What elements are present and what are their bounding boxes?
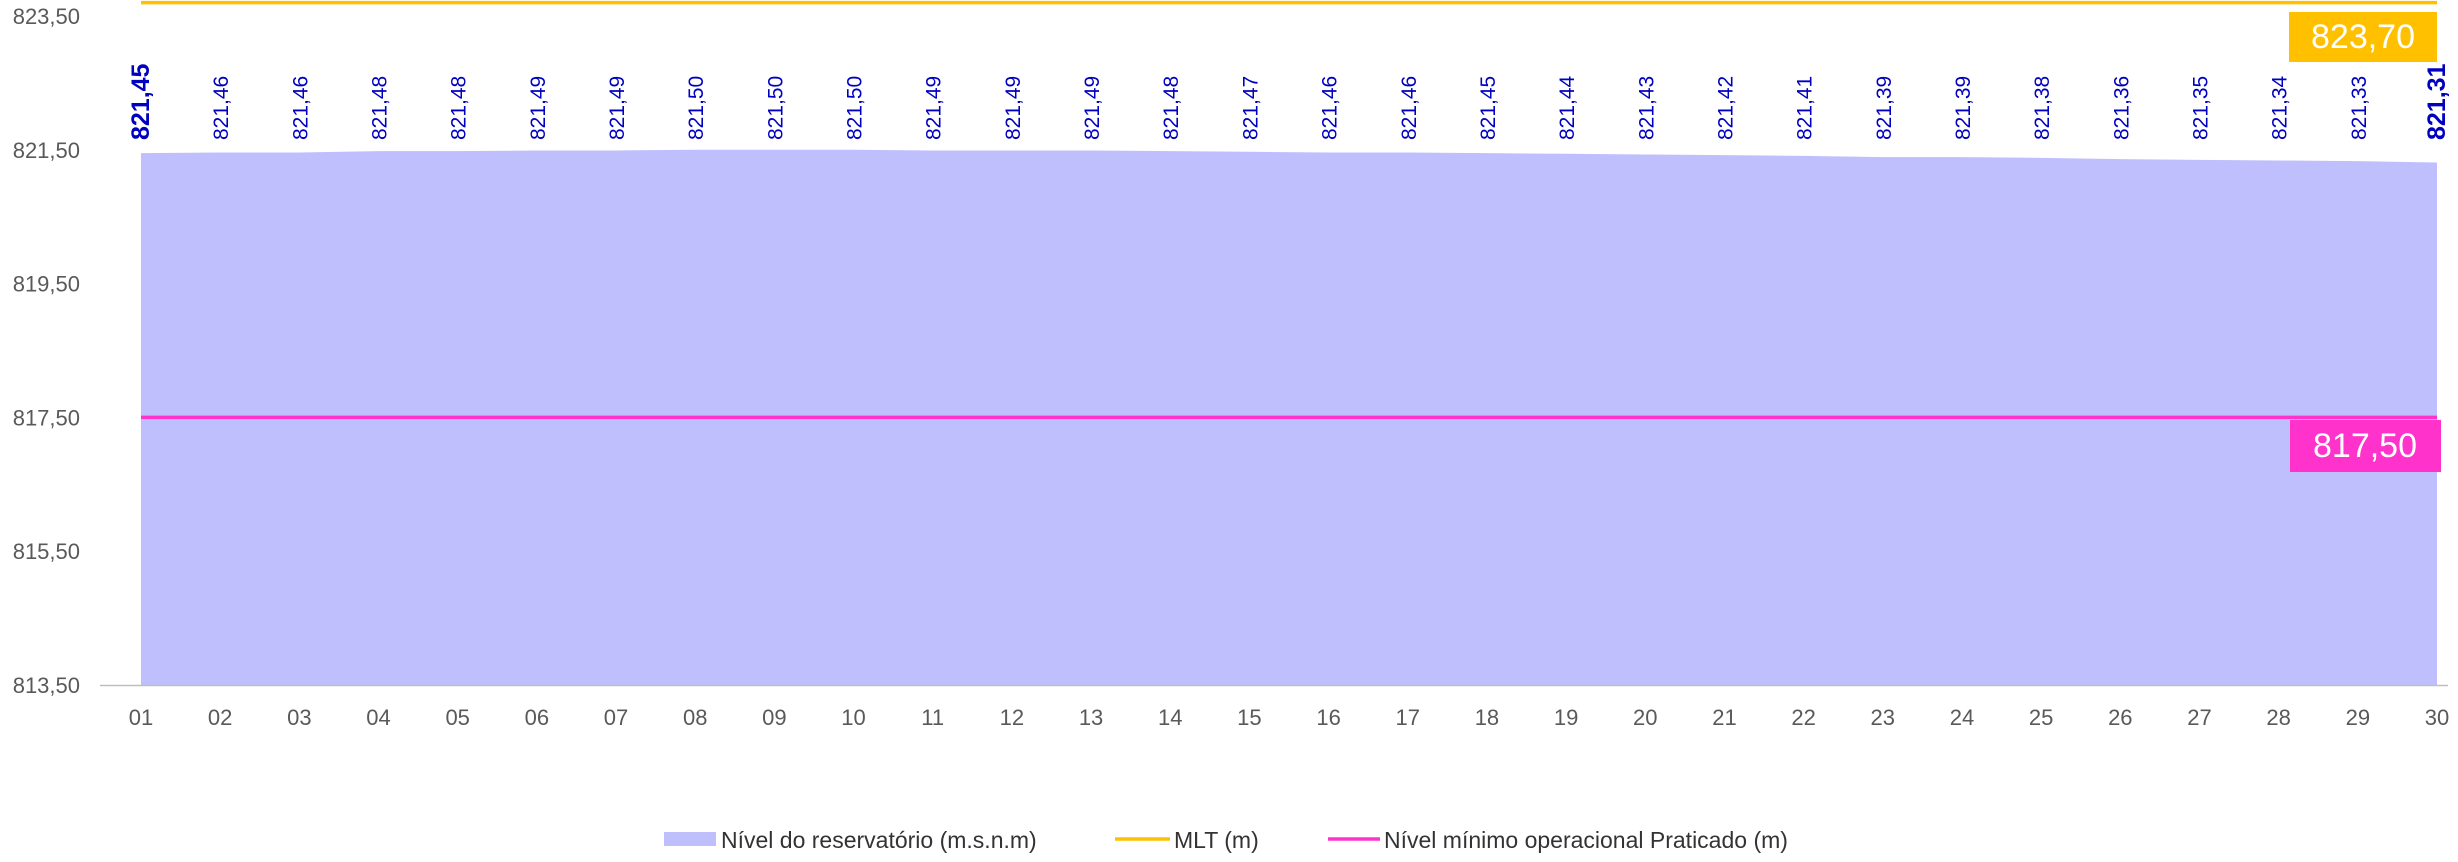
data-label: 821,48 bbox=[369, 76, 392, 140]
x-tick-label: 25 bbox=[2029, 705, 2053, 730]
data-label: 821,38 bbox=[2031, 76, 2054, 140]
x-tick-label: 21 bbox=[1712, 705, 1736, 730]
y-tick-label: 823,50 bbox=[13, 4, 80, 29]
data-label: 821,50 bbox=[844, 76, 867, 140]
data-label: 821,35 bbox=[2189, 76, 2212, 140]
data-label: 821,46 bbox=[1319, 76, 1342, 140]
data-label: 821,45 bbox=[127, 63, 155, 140]
data-label: 821,34 bbox=[2269, 75, 2292, 140]
data-label: 821,48 bbox=[1160, 76, 1183, 140]
x-tick-label: 08 bbox=[683, 705, 707, 730]
x-tick-label: 07 bbox=[604, 705, 628, 730]
data-label: 821,43 bbox=[1635, 76, 1658, 140]
x-tick-label: 22 bbox=[1791, 705, 1815, 730]
data-label: 821,42 bbox=[1714, 76, 1737, 140]
data-label: 821,48 bbox=[448, 76, 471, 140]
x-tick-label: 20 bbox=[1633, 705, 1657, 730]
x-tick-label: 23 bbox=[1871, 705, 1895, 730]
x-tick-label: 02 bbox=[208, 705, 232, 730]
x-tick-label: 15 bbox=[1237, 705, 1261, 730]
mlt-value-label: 823,70 bbox=[2311, 18, 2415, 56]
data-label: 821,45 bbox=[1477, 76, 1500, 140]
data-label: 821,49 bbox=[923, 76, 946, 140]
data-label: 821,39 bbox=[1952, 76, 1975, 140]
data-label: 821,49 bbox=[1081, 76, 1104, 140]
x-tick-label: 14 bbox=[1158, 705, 1182, 730]
x-tick-label: 04 bbox=[366, 705, 390, 730]
legend-label-reservoir-level: Nível do reservatório (m.s.n.m) bbox=[721, 827, 1037, 853]
x-tick-label: 19 bbox=[1554, 705, 1578, 730]
y-tick-label: 813,50 bbox=[13, 673, 80, 698]
data-label: 821,49 bbox=[1002, 76, 1025, 140]
x-tick-label: 27 bbox=[2187, 705, 2211, 730]
x-tick-label: 05 bbox=[445, 705, 469, 730]
x-tick-label: 26 bbox=[2108, 705, 2132, 730]
x-tick-label: 18 bbox=[1475, 705, 1499, 730]
x-tick-label: 13 bbox=[1079, 705, 1103, 730]
data-label: 821,47 bbox=[1239, 76, 1262, 140]
x-tick-label: 29 bbox=[2346, 705, 2370, 730]
x-tick-label: 10 bbox=[841, 705, 865, 730]
y-tick-label: 821,50 bbox=[13, 138, 80, 163]
axis-layer: 823,50 821,50 819,50 817,50 815,50 813,50 01 02… bbox=[13, 4, 2450, 730]
x-tick-label: 01 bbox=[129, 705, 153, 730]
x-tick-label: 30 bbox=[2425, 705, 2449, 730]
mlt-value-badge bbox=[2289, 12, 2437, 62]
data-label: 821,46 bbox=[289, 76, 312, 140]
x-tick-label: 28 bbox=[2266, 705, 2290, 730]
legend: Nível do reservatório (m.s.n.m) MLT (m) Ní… bbox=[664, 827, 1788, 853]
minimum-level-value-badge bbox=[2290, 420, 2441, 472]
data-label: 821,46 bbox=[210, 76, 233, 140]
minimum-level-value-label: 817,50 bbox=[2313, 427, 2417, 465]
reference-lines-layer: 823,70 817,50 bbox=[141, 0, 2441, 472]
data-label: 821,49 bbox=[527, 76, 550, 140]
legend-label-minimum-level: Nível mínimo operacional Praticado (m) bbox=[1384, 827, 1788, 853]
data-label: 821,49 bbox=[606, 76, 629, 140]
data-label: 821,44 bbox=[1556, 75, 1579, 140]
data-label: 821,36 bbox=[2110, 76, 2133, 140]
y-tick-label: 819,50 bbox=[13, 272, 80, 297]
data-label: 821,50 bbox=[764, 76, 787, 140]
x-tick-label: 03 bbox=[287, 705, 311, 730]
x-tick-label: 11 bbox=[921, 705, 944, 730]
x-tick-label: 06 bbox=[525, 705, 549, 730]
x-tick-label: 16 bbox=[1316, 705, 1340, 730]
x-tick-label: 12 bbox=[1000, 705, 1024, 730]
data-label: 821,39 bbox=[1873, 76, 1896, 140]
x-tick-label: 24 bbox=[1950, 705, 1974, 730]
x-tick-label: 09 bbox=[762, 705, 786, 730]
legend-label-mlt: MLT (m) bbox=[1174, 827, 1259, 853]
data-label: 821,33 bbox=[2348, 76, 2371, 140]
y-tick-label: 817,50 bbox=[13, 405, 80, 430]
data-label: 821,46 bbox=[1398, 76, 1421, 140]
data-label: 821,31 bbox=[2423, 63, 2451, 140]
data-label: 821,41 bbox=[1794, 76, 1817, 140]
data-label: 821,50 bbox=[685, 76, 708, 140]
x-tick-label: 17 bbox=[1396, 705, 1420, 730]
y-tick-label: 815,50 bbox=[13, 539, 80, 564]
legend-swatch-reservoir-level bbox=[664, 832, 716, 846]
data-labels-layer: 821,45 821,46 821,46 821,48 821,48 821,49 821,… bbox=[127, 63, 2451, 140]
